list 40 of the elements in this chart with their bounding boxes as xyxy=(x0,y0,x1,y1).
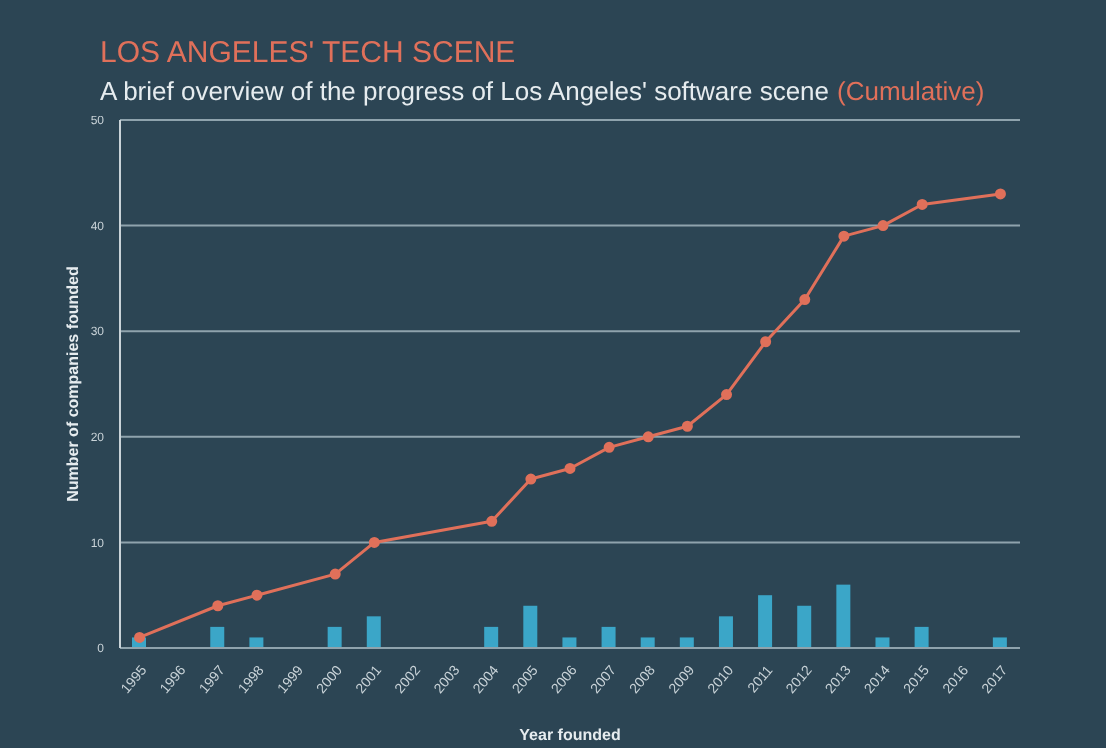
bar xyxy=(836,584,851,648)
bar xyxy=(249,637,264,648)
bar xyxy=(914,626,929,648)
y-axis-title: Number of companies founded xyxy=(63,266,82,502)
chart-title: LOS ANGELES' TECH SCENE xyxy=(100,36,516,70)
bar xyxy=(718,616,733,648)
bar xyxy=(523,605,538,648)
point xyxy=(251,589,263,601)
point xyxy=(838,230,850,242)
point xyxy=(329,568,341,580)
bar xyxy=(875,637,890,648)
bar xyxy=(562,637,577,648)
bar xyxy=(601,626,616,648)
point xyxy=(525,473,537,485)
point xyxy=(486,515,498,527)
bar xyxy=(679,637,694,648)
point xyxy=(760,336,772,348)
bar xyxy=(210,626,225,648)
bar xyxy=(992,637,1007,648)
bar xyxy=(484,626,499,648)
point xyxy=(603,441,615,453)
point xyxy=(368,536,380,548)
bar xyxy=(640,637,655,648)
bar xyxy=(366,616,381,648)
x-axis-title: Year founded xyxy=(519,726,621,744)
point xyxy=(564,462,576,474)
text: (Cumulative) xyxy=(837,76,985,106)
point xyxy=(994,188,1006,200)
bar xyxy=(327,626,342,648)
point xyxy=(681,420,693,432)
point xyxy=(916,198,928,210)
point xyxy=(721,389,733,401)
point xyxy=(642,431,654,443)
point xyxy=(877,220,889,232)
point xyxy=(134,631,146,643)
point xyxy=(212,600,224,612)
bar xyxy=(797,605,812,648)
chart-subtitle: A brief overview of the progress of Los Angeles' software scene xyxy=(100,76,830,106)
bar xyxy=(758,595,773,648)
point xyxy=(799,294,811,306)
